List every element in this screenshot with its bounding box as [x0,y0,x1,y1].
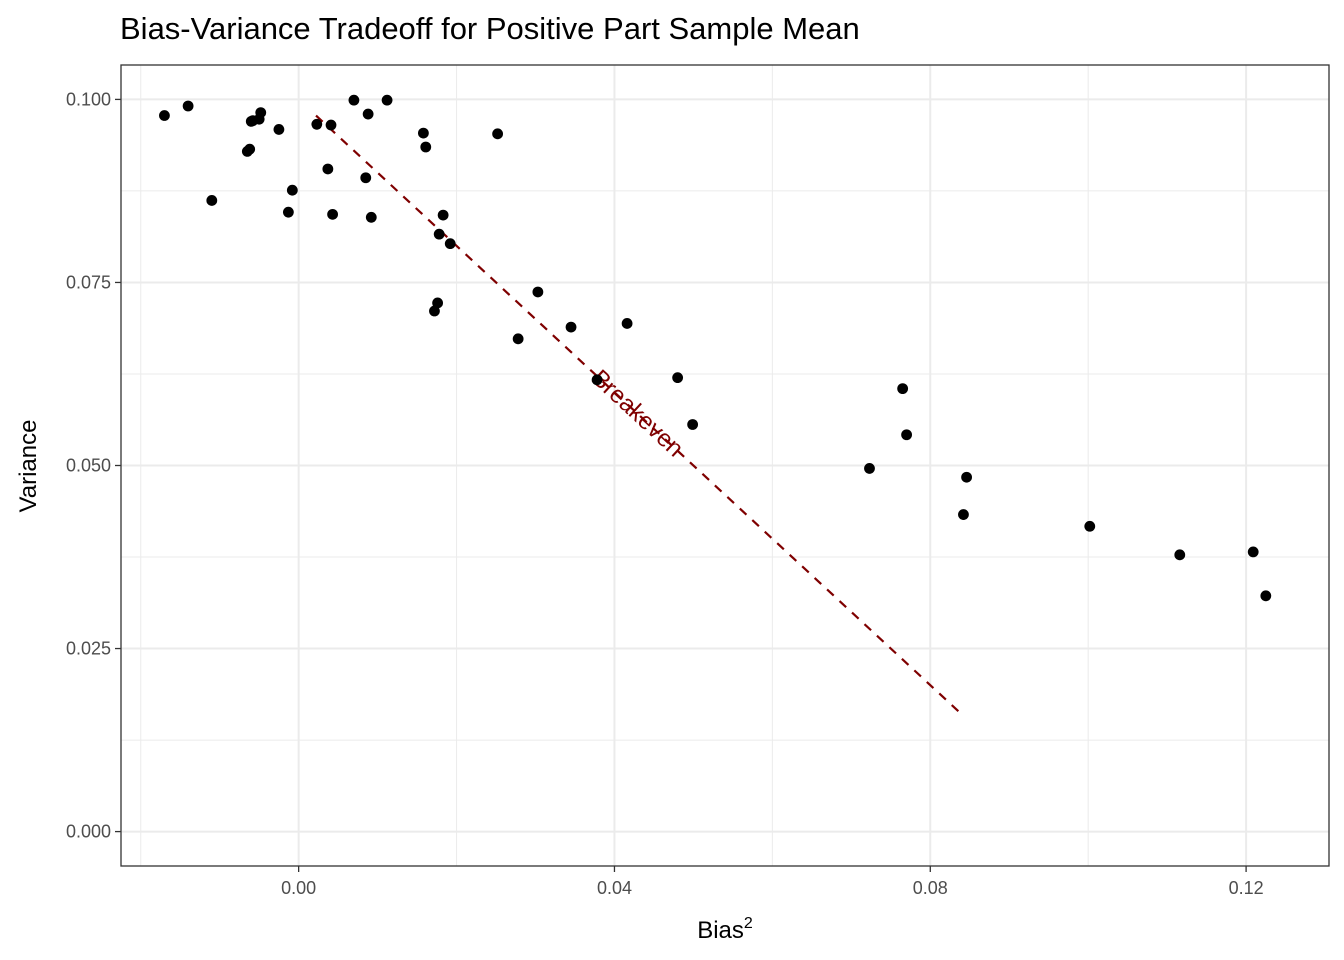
data-point [532,286,544,298]
data-point [437,209,449,221]
y-tick-label: 0.025 [66,639,111,659]
data-point [621,318,633,329]
data-point [961,471,972,483]
data-point [1174,549,1186,561]
data-point [381,94,393,106]
data-point [433,228,445,240]
data-point [591,374,603,386]
data-point [565,321,577,333]
data-point [206,195,218,206]
data-points [159,94,1272,602]
data-point [365,211,377,223]
x-axis-title: Bias2 [697,915,753,944]
data-point [159,110,170,121]
data-point [362,108,374,120]
data-point [244,143,256,155]
data-point [348,94,360,106]
x-tick-label: 0.12 [1229,878,1264,898]
chart-title: Bias-Variance Tradeoff for Positive Part… [120,11,860,46]
data-point [327,208,338,220]
data-point [444,238,456,250]
data-point [958,509,969,520]
reference-line-layer: Breakeven [315,114,963,716]
data-point [273,124,285,135]
x-tick-label: 0.04 [597,878,632,898]
data-point [672,372,684,384]
minor-gridlines [121,65,1329,866]
data-point [286,184,298,196]
data-point [325,119,337,131]
data-point [417,127,429,139]
y-tick-label: 0.050 [66,456,111,476]
x-axis: 0.00 0.04 0.08 0.12 [281,866,1264,898]
breakeven-line [315,114,963,716]
data-point [432,297,444,309]
data-point [360,172,372,184]
x-tick-label: 0.00 [281,878,316,898]
data-point [864,463,875,474]
x-axis-title-superscript: 2 [744,915,753,932]
data-point [901,429,912,441]
data-point [1260,590,1272,602]
data-point [1084,520,1096,532]
data-point [322,163,334,175]
data-point [897,383,909,395]
x-tick-label: 0.08 [913,878,948,898]
data-point [512,333,524,345]
y-tick-label: 0.100 [66,89,111,109]
major-gridlines [121,65,1329,866]
x-axis-title-text: Bias [697,917,744,944]
y-axis: 0.000 0.025 0.050 0.075 0.100 [66,89,121,842]
y-axis-title: Variance [15,420,42,513]
data-point [282,206,294,218]
data-point [1247,546,1259,558]
data-point [255,107,267,118]
y-tick-label: 0.000 [66,822,111,842]
data-point [311,118,323,130]
data-point [687,419,699,430]
data-point [492,128,504,140]
y-tick-label: 0.075 [66,272,111,292]
data-point [420,141,432,153]
data-point [182,100,194,112]
